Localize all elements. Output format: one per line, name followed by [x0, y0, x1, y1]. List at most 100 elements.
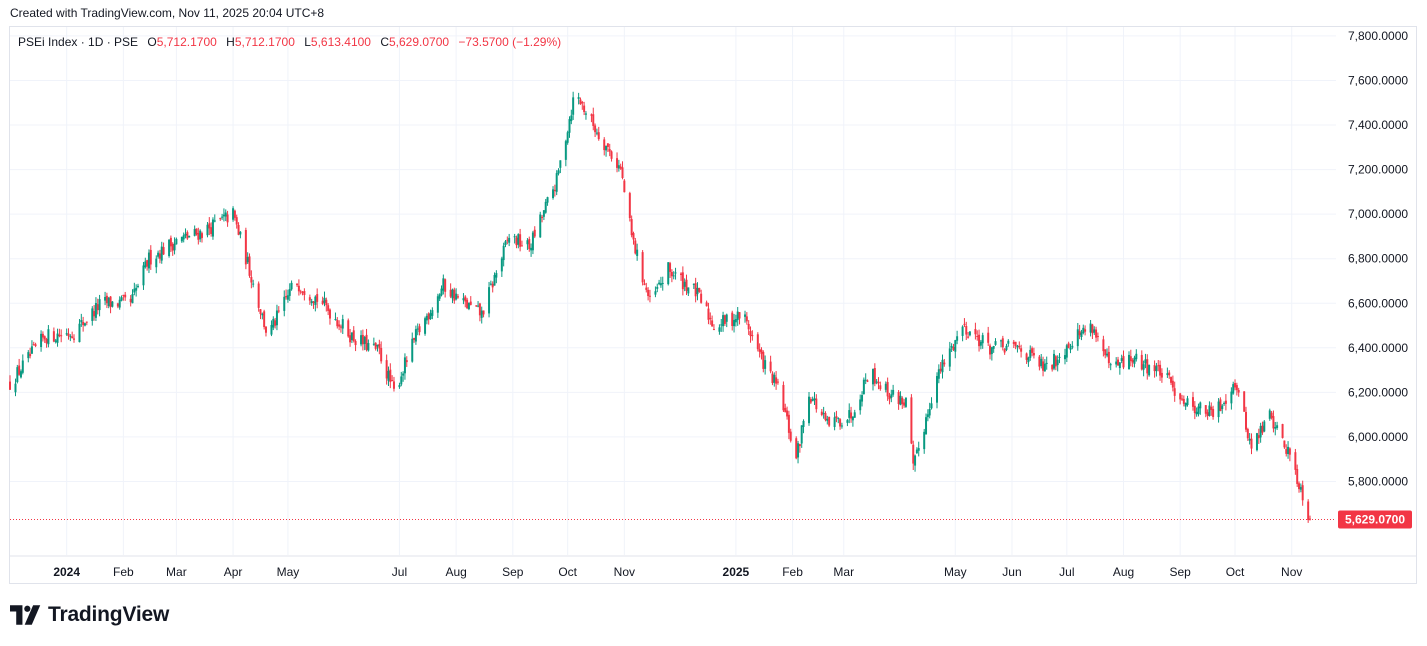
- candle-body: [478, 303, 481, 316]
- candle-body: [681, 272, 684, 290]
- candle-body: [736, 311, 739, 321]
- candle-body: [888, 395, 891, 400]
- candle-body: [160, 246, 163, 261]
- candle-body: [961, 326, 964, 336]
- candle-body: [146, 260, 149, 267]
- candle-body: [361, 334, 364, 345]
- candle-body: [566, 132, 569, 143]
- candle-body: [363, 336, 366, 344]
- candle-body: [431, 310, 434, 316]
- candle-body: [175, 238, 178, 245]
- candle-body: [572, 97, 575, 115]
- candle-body: [1259, 425, 1262, 438]
- candle-body: [1051, 364, 1054, 370]
- candle-body: [1171, 380, 1174, 388]
- candle-body: [711, 320, 714, 327]
- candle-body: [539, 214, 542, 238]
- candle-body: [616, 158, 619, 168]
- x-tick-label: Aug: [445, 565, 466, 579]
- candle-body: [974, 329, 977, 335]
- candle-body: [802, 420, 805, 427]
- candle-body: [648, 295, 651, 297]
- candle-body: [365, 334, 368, 350]
- candle-body: [1133, 357, 1136, 364]
- candle-body: [1197, 406, 1200, 415]
- x-tick-label: Oct: [1226, 565, 1245, 579]
- candle-body: [508, 237, 511, 243]
- candle-body: [1107, 351, 1110, 364]
- candle-body: [158, 253, 161, 259]
- candle-body: [350, 332, 353, 341]
- last-price-group: 5,629.0700: [10, 510, 1412, 529]
- candle-body: [1193, 405, 1196, 414]
- candle-body: [553, 189, 556, 192]
- candle-body: [597, 132, 600, 140]
- candle-body: [623, 180, 626, 193]
- x-tick-label: 2025: [723, 565, 750, 579]
- candle-body: [387, 370, 390, 381]
- candle-body: [105, 295, 108, 304]
- candle-body: [837, 418, 840, 420]
- candle-body: [325, 299, 328, 306]
- candle-body: [195, 228, 198, 235]
- y-tick-label: 5,800.0000: [1348, 474, 1408, 488]
- candle-body: [1071, 345, 1074, 348]
- candle-body: [442, 278, 445, 291]
- candle-body: [376, 344, 379, 347]
- candle-body: [131, 294, 134, 304]
- candle-body: [1146, 359, 1149, 374]
- candle-body: [798, 444, 801, 447]
- candle-body: [1195, 411, 1198, 415]
- candle-body: [1221, 405, 1224, 410]
- candle-body: [341, 319, 344, 329]
- candle-body: [1210, 406, 1213, 410]
- x-axis: 2024 Feb Mar Apr May Jul Aug Sep Oct Nov 2025 Feb Ma…: [10, 555, 1417, 579]
- candle-body: [990, 347, 993, 355]
- candle-body: [1248, 438, 1251, 441]
- candle-body: [314, 296, 317, 305]
- candle-body: [557, 170, 560, 174]
- candle-body: [334, 318, 337, 320]
- candle-body: [489, 283, 492, 285]
- candle-body: [391, 380, 394, 382]
- candle-body: [707, 308, 710, 320]
- candle-body: [1043, 363, 1046, 372]
- x-tick-label: Mar: [833, 565, 854, 579]
- candle-body: [1078, 330, 1081, 336]
- x-tick-label: Nov: [614, 565, 635, 579]
- candle-body: [1299, 487, 1302, 490]
- candle-body: [418, 326, 421, 333]
- candle-body: [1014, 341, 1017, 346]
- candle-body: [493, 275, 496, 286]
- candle-body: [469, 301, 472, 305]
- tradingview-brand[interactable]: TradingView: [10, 603, 169, 627]
- y-axis: 5,800.0000 6,000.0000 6,200.0000 6,400.0000…: [1348, 29, 1408, 489]
- candle-body: [630, 219, 633, 236]
- candle-body: [1230, 391, 1233, 404]
- candle-body: [111, 301, 114, 307]
- candle-body: [546, 197, 549, 203]
- candle-body: [936, 376, 939, 403]
- candle-body: [197, 232, 200, 240]
- candle-body: [595, 132, 598, 134]
- candle-body: [1237, 390, 1240, 393]
- candle-body: [286, 295, 289, 300]
- candle-body: [700, 293, 703, 303]
- candle-body: [1142, 364, 1145, 370]
- candle-body: [1245, 411, 1248, 430]
- candle-body: [429, 313, 432, 319]
- candle-body: [943, 362, 946, 365]
- candle-body: [861, 395, 864, 402]
- candle-body: [184, 233, 187, 236]
- candle-body: [773, 374, 776, 383]
- candle-body: [275, 310, 278, 326]
- legend-open-value: 5,712.1700: [156, 35, 217, 49]
- y-tick-label: 7,800.0000: [1348, 29, 1408, 43]
- chart-panel[interactable]: [9, 26, 1417, 584]
- candle-body: [1191, 397, 1194, 407]
- candle-body: [764, 360, 767, 369]
- candle-body: [449, 289, 452, 297]
- candle-body: [1255, 433, 1258, 451]
- chart-grid: [10, 27, 1336, 555]
